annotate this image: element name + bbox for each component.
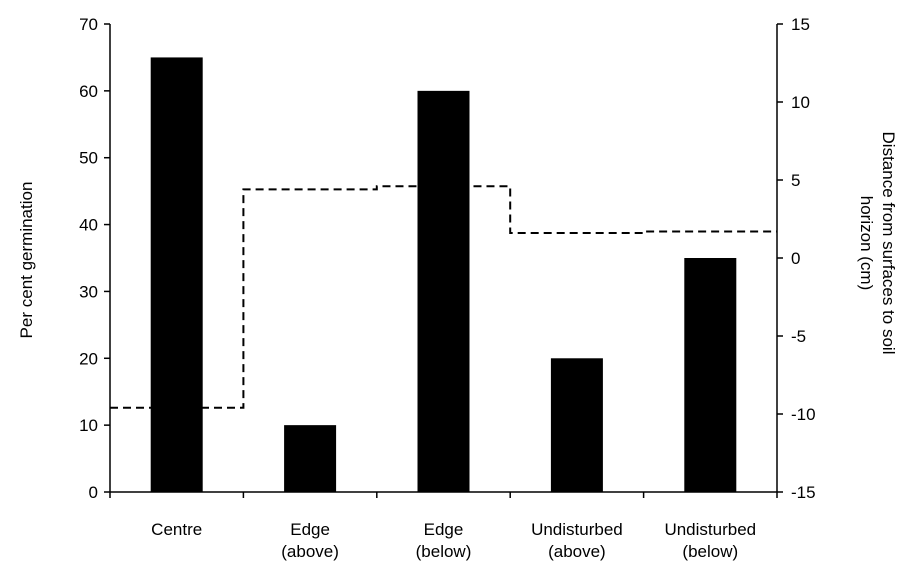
bar: [684, 258, 737, 492]
left-axis-title: Per cent germination: [17, 182, 36, 339]
left-tick-label: 10: [79, 416, 98, 435]
left-tick-label: 30: [79, 282, 98, 301]
category-label: Edge (above): [281, 520, 339, 561]
right-tick-label: 10: [791, 93, 810, 112]
left-tick-label: 50: [79, 149, 98, 168]
category-label-line: Undisturbed: [664, 520, 756, 539]
category-label: Undisturbed (above): [531, 520, 623, 561]
bar: [150, 57, 203, 493]
category-label-line: Undisturbed: [531, 520, 623, 539]
category-label: Undisturbed (below): [664, 520, 756, 561]
right-axis-title-line-2: horizon (cm): [857, 196, 876, 290]
right-tick-label: 5: [791, 171, 800, 190]
category-label: Edge (below): [416, 520, 472, 561]
category-label: Centre: [151, 520, 202, 539]
bar-series: [150, 57, 737, 493]
category-label-line: (above): [548, 542, 606, 561]
category-label-line: Edge: [424, 520, 464, 539]
bar: [284, 425, 337, 492]
left-tick-label: 0: [89, 483, 98, 502]
category-label-line: (below): [416, 542, 472, 561]
left-tick-label: 20: [79, 349, 98, 368]
bar: [417, 90, 470, 492]
category-label-line: Edge: [290, 520, 330, 539]
category-label-line: (below): [682, 542, 738, 561]
right-y-axis: -15 -10 -5 0 5 10 15: [776, 15, 816, 502]
bar: [550, 358, 603, 492]
right-tick-label: 15: [791, 15, 810, 34]
left-y-axis: 0 10 20 30 40 50 60 70: [79, 15, 111, 502]
x-axis: Centre Edge (above) Edge (below) Undisturbed (…: [109, 491, 778, 561]
left-tick-label: 40: [79, 216, 98, 235]
left-tick-label: 70: [79, 15, 98, 34]
right-tick-label: -10: [791, 405, 816, 424]
category-label-line: Centre: [151, 520, 202, 539]
right-tick-label: -5: [791, 327, 806, 346]
left-tick-label: 60: [79, 82, 98, 101]
category-label-line: (above): [281, 542, 339, 561]
right-tick-label: -15: [791, 483, 816, 502]
right-axis-title-line-1: Distance from surfaces to soil: [879, 132, 898, 355]
right-tick-label: 0: [791, 249, 800, 268]
